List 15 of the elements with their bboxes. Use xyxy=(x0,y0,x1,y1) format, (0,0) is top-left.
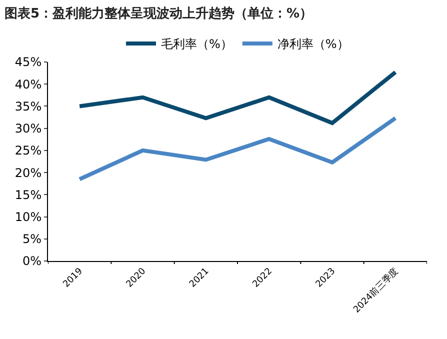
line-series xyxy=(78,70,398,126)
y-tick-label: 20% xyxy=(14,166,42,180)
y-tick-label: 40% xyxy=(14,77,42,92)
line-series xyxy=(78,116,398,182)
legend-label: 毛利率（%） xyxy=(161,37,232,52)
chart-title: 图表5：盈利能力整体呈现波动上升趋势（单位：%） xyxy=(4,6,313,22)
y-tick-label: 0% xyxy=(22,254,42,268)
y-tick-label: 15% xyxy=(14,188,42,202)
y-tick-label: 35% xyxy=(14,99,42,114)
y-tick-label: 25% xyxy=(14,144,42,158)
legend-label: 净利率（%） xyxy=(277,37,349,52)
y-tick-label: 10% xyxy=(14,210,42,224)
y-tick-label: 30% xyxy=(14,122,42,136)
y-tick-label: 45% xyxy=(14,55,42,70)
y-tick-label: 5% xyxy=(22,232,42,246)
